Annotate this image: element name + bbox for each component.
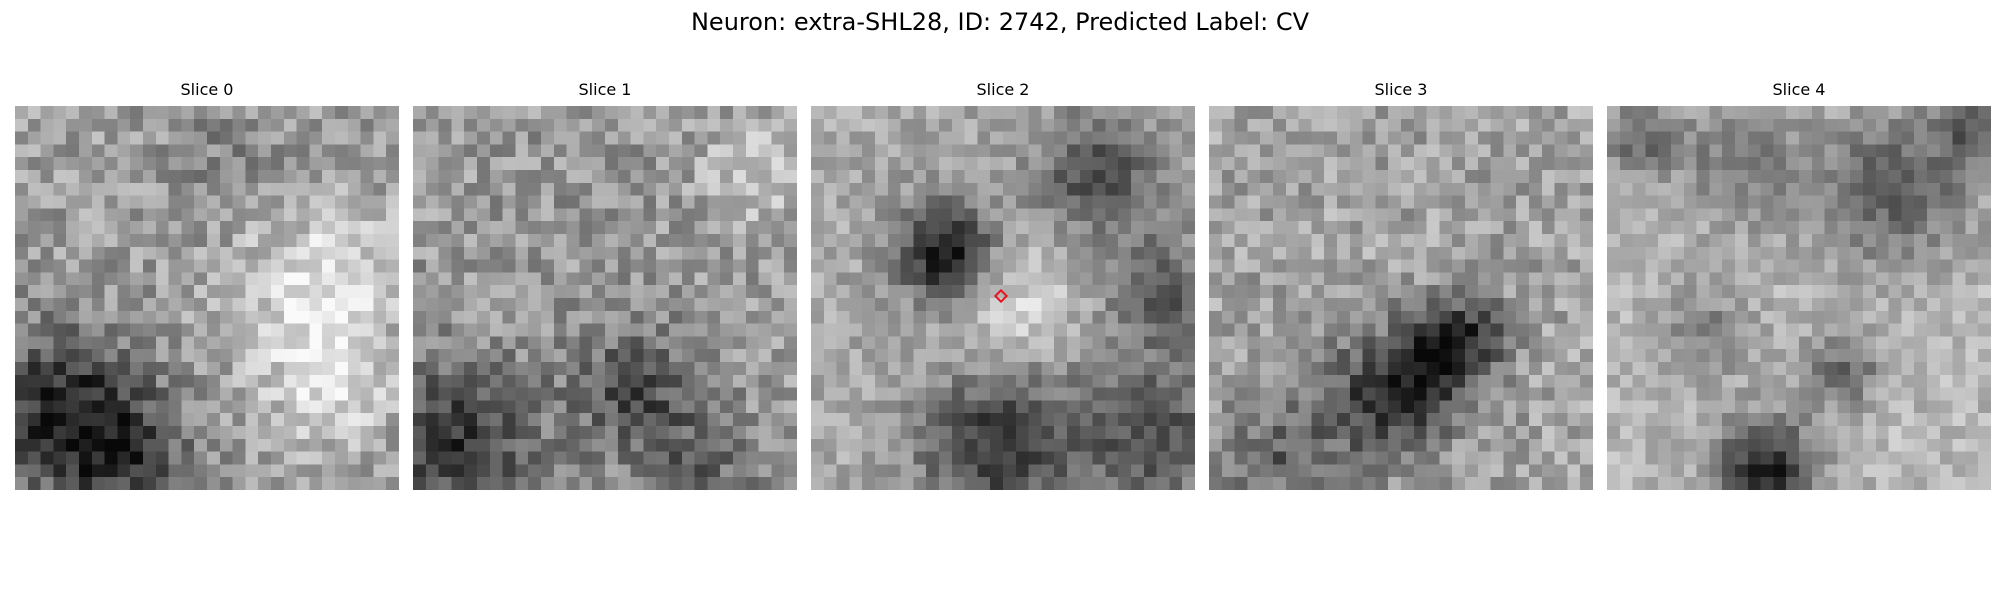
- slice-panel-1: Slice 1: [413, 80, 797, 490]
- slice-image-2: [811, 106, 1195, 490]
- slice-title-0: Slice 0: [180, 80, 234, 99]
- slice-panel-0: Slice 0: [15, 80, 399, 490]
- slice-image-3: [1209, 106, 1593, 490]
- slice-image-4: [1607, 106, 1991, 490]
- slice-panel-4: Slice 4: [1607, 80, 1991, 490]
- slice-title-4: Slice 4: [1772, 80, 1826, 99]
- slice-panel-2: Slice 2: [811, 80, 1195, 490]
- slice-image-1: [413, 106, 797, 490]
- slice-image-0: [15, 106, 399, 490]
- slice-title-3: Slice 3: [1374, 80, 1428, 99]
- slice-title-1: Slice 1: [578, 80, 632, 99]
- slice-panel-3: Slice 3: [1209, 80, 1593, 490]
- figure-title: Neuron: extra-SHL28, ID: 2742, Predicted…: [690, 8, 1310, 36]
- slice-title-2: Slice 2: [976, 80, 1030, 99]
